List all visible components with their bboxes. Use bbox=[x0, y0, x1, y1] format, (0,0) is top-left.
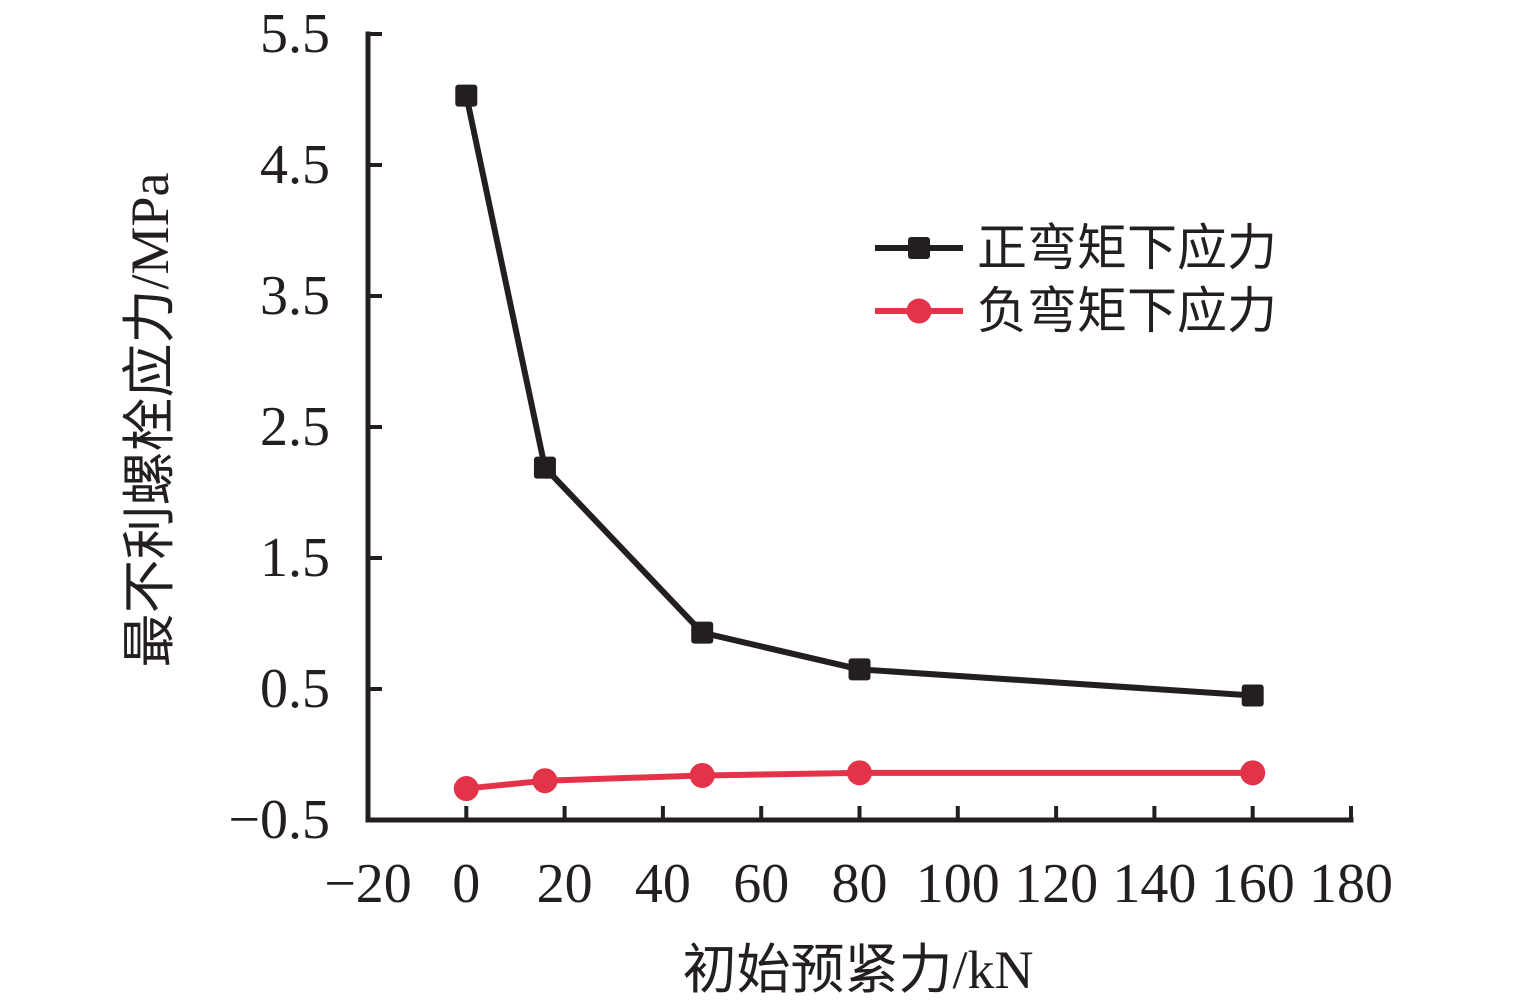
legend-label-0: 正弯矩下应力 bbox=[977, 220, 1277, 276]
y-tick-label: 0.5 bbox=[260, 658, 330, 720]
legend-marker-0 bbox=[908, 237, 930, 259]
y-tick-label: 4.5 bbox=[260, 134, 330, 196]
x-tick-label: 0 bbox=[452, 853, 480, 915]
x-tick-label: 40 bbox=[635, 853, 691, 915]
y-tick-label: 5.5 bbox=[260, 3, 330, 65]
series-0-line bbox=[463, 94, 1253, 699]
series-1-marker bbox=[1240, 760, 1266, 786]
x-tick-label: 100 bbox=[916, 853, 1000, 915]
y-tick-label: 1.5 bbox=[260, 527, 330, 589]
y-axis-title: 最不利螺栓应力/MPa bbox=[120, 172, 180, 667]
series-1-marker bbox=[532, 768, 558, 794]
legend-marker-1 bbox=[906, 298, 932, 324]
series-0-marker bbox=[455, 84, 478, 107]
y-tick-label: 2.5 bbox=[260, 396, 330, 458]
series-layer bbox=[453, 84, 1266, 802]
series-1-marker bbox=[847, 760, 872, 786]
x-tick-label: −20 bbox=[324, 853, 412, 915]
series-0-marker bbox=[848, 658, 871, 681]
x-tick-label: 120 bbox=[1014, 853, 1098, 915]
axes-layer: −20 0 20 40 60 80 100 120 140 160 180 −0.5 0.5 1.5 2.5… bbox=[228, 3, 1393, 915]
series-0-marker bbox=[691, 621, 714, 644]
x-tick-label: 80 bbox=[832, 853, 888, 915]
series-0-marker bbox=[1241, 684, 1264, 707]
series-1-marker bbox=[453, 776, 479, 802]
legend-label-1: 负弯矩下应力 bbox=[977, 283, 1277, 339]
y-tick-label: 3.5 bbox=[260, 265, 330, 327]
x-tick-label: 140 bbox=[1112, 853, 1196, 915]
x-axis-title: 初始预紧力/kN bbox=[683, 940, 1034, 1000]
x-tick-label: 160 bbox=[1211, 853, 1295, 915]
y-tick-label: −0.5 bbox=[228, 789, 330, 851]
x-tick-label: 20 bbox=[537, 853, 593, 915]
series-0-marker bbox=[533, 456, 556, 479]
series-1-marker bbox=[689, 762, 715, 788]
x-tick-label: 60 bbox=[733, 853, 789, 915]
x-tick-label: 180 bbox=[1309, 853, 1393, 915]
